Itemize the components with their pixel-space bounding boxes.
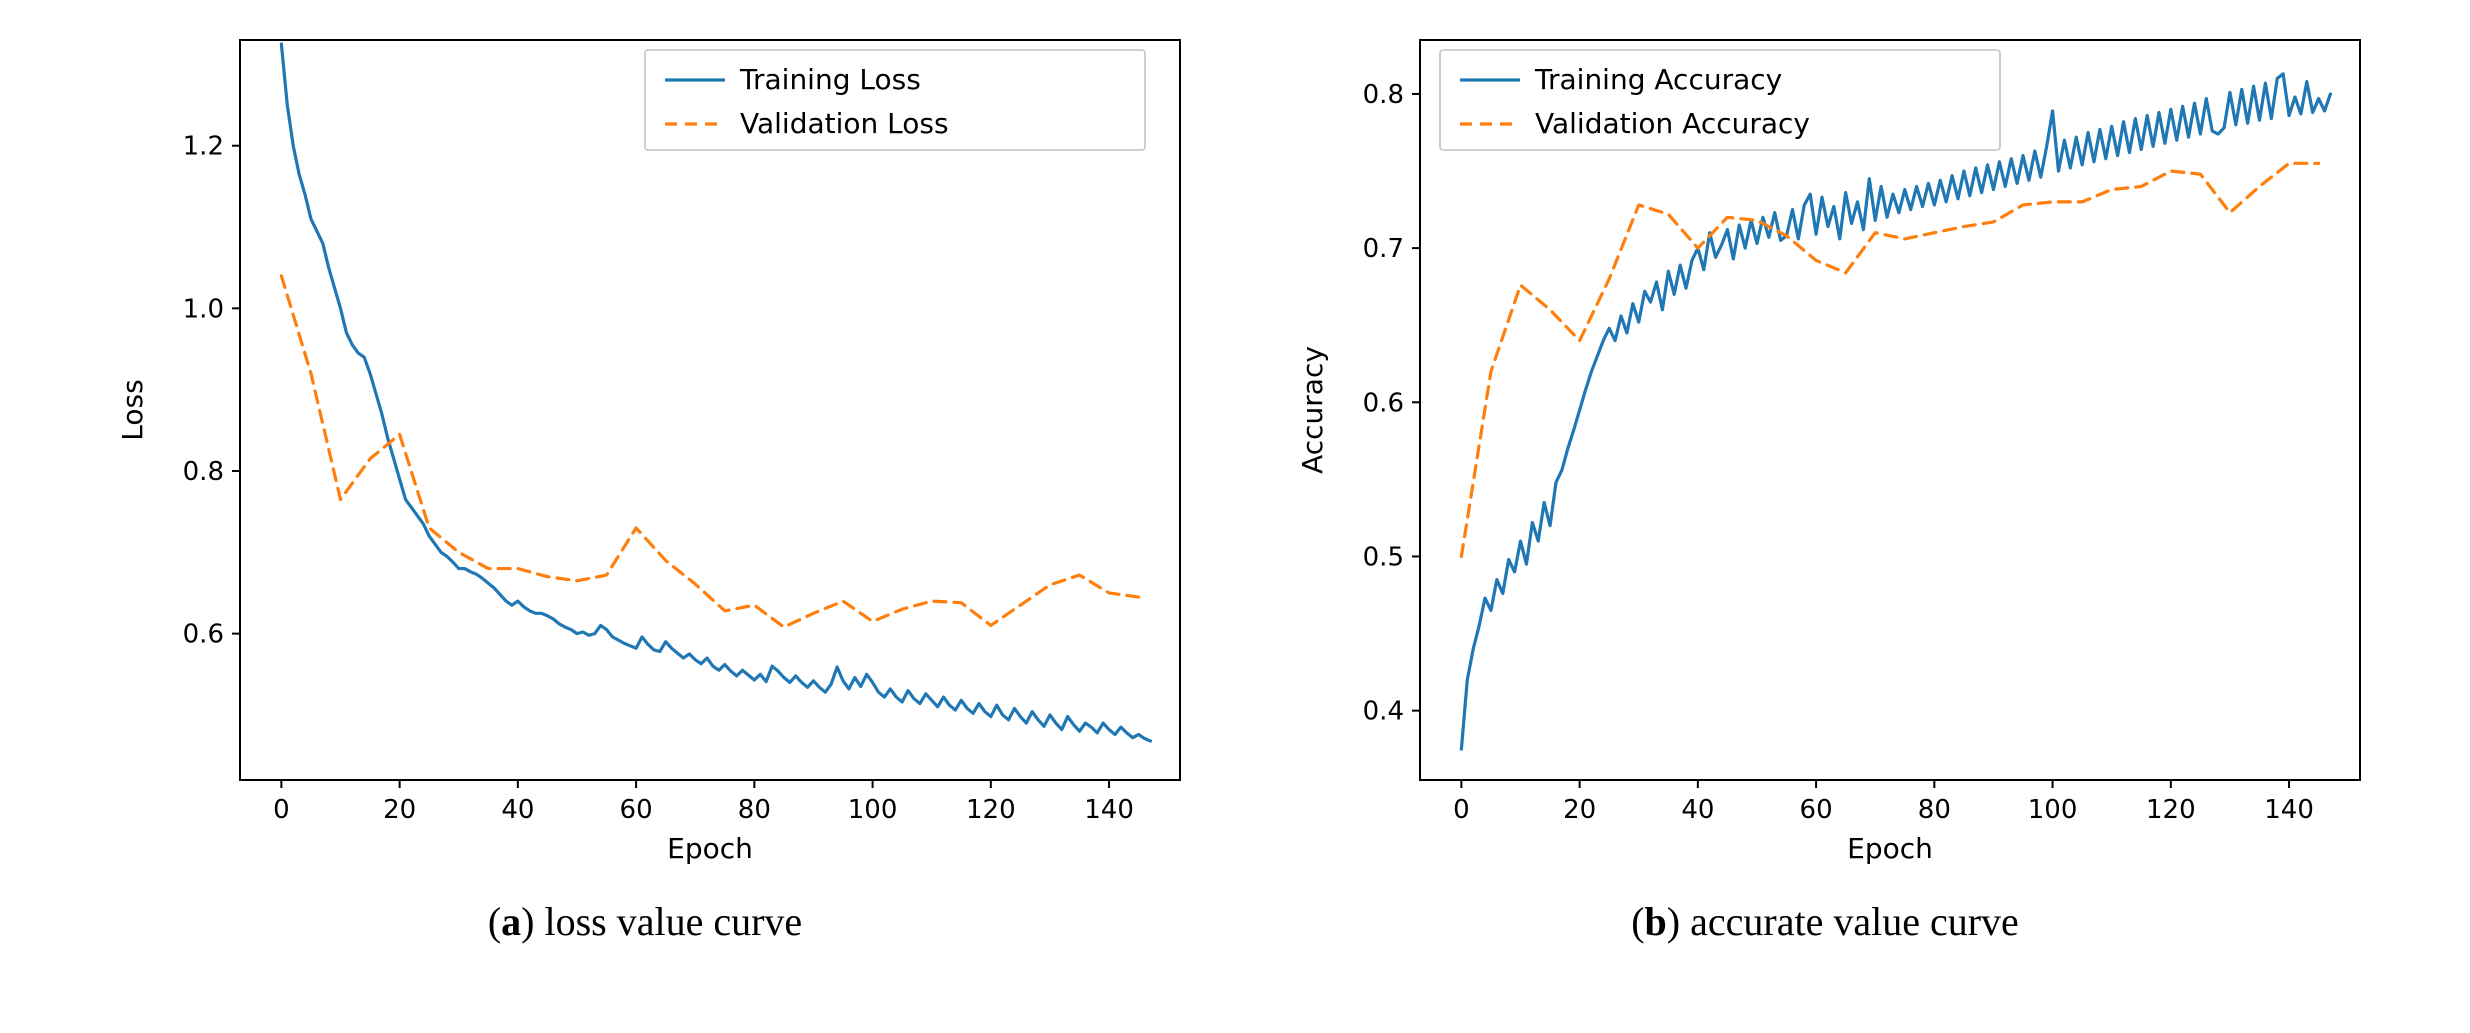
series-validation_accuracy	[1461, 163, 2318, 556]
caption-accuracy: (b) accurate value curve	[1631, 898, 2019, 945]
ylabel: Accuracy	[1296, 346, 1329, 474]
xtick-label: 100	[848, 795, 898, 825]
xtick-label: 40	[1681, 795, 1714, 825]
ytick-label: 0.5	[1363, 542, 1404, 572]
panel-loss: 0 20 40 60 80 100 120 140 0.6 0.8 1.0 1.2 Epoch Loss T…	[85, 20, 1205, 945]
chart-loss: 0 20 40 60 80 100 120 140 0.6 0.8 1.0 1.2 Epoch Loss T…	[85, 20, 1205, 890]
xtick-label: 120	[2146, 795, 2196, 825]
legend: Training Accuracy Validation Accuracy	[1440, 50, 2000, 150]
ytick-label: 0.6	[183, 620, 224, 650]
xtick-label: 80	[1918, 795, 1951, 825]
xtick-label: 80	[738, 795, 771, 825]
ytick-label: 0.8	[183, 457, 224, 487]
panel-accuracy: 0 20 40 60 80 100 120 140 0.4 0.5 0.6 0.7 0.8 Epoch Ac…	[1265, 20, 2385, 945]
legend-label: Validation Loss	[740, 107, 949, 140]
xtick-label: 20	[383, 795, 416, 825]
legend-label: Training Accuracy	[1534, 63, 1782, 96]
ytick-label: 1.0	[183, 294, 224, 324]
caption-loss: (a) loss value curve	[488, 898, 802, 945]
xtick-label: 140	[1084, 795, 1134, 825]
series-validation_loss	[281, 276, 1138, 627]
xtick-label: 120	[966, 795, 1016, 825]
ytick-label: 0.6	[1363, 388, 1404, 418]
ytick-label: 0.7	[1363, 234, 1404, 264]
xtick-label: 0	[273, 795, 290, 825]
xtick-label: 40	[501, 795, 534, 825]
xlabel: Epoch	[667, 832, 753, 865]
xtick-label: 0	[1453, 795, 1470, 825]
xtick-label: 100	[2028, 795, 2078, 825]
ytick-label: 1.2	[183, 132, 224, 162]
ylabel: Loss	[116, 379, 149, 440]
xtick-label: 20	[1563, 795, 1596, 825]
figure-row: 0 20 40 60 80 100 120 140 0.6 0.8 1.0 1.2 Epoch Loss T…	[20, 20, 2450, 945]
plot-frame	[1420, 40, 2360, 780]
xlabel: Epoch	[1847, 832, 1933, 865]
ytick-label: 0.8	[1363, 80, 1404, 110]
xtick-label: 140	[2264, 795, 2314, 825]
xtick-label: 60	[1800, 795, 1833, 825]
legend-label: Validation Accuracy	[1535, 107, 1810, 140]
legend-label: Training Loss	[739, 63, 921, 96]
chart-accuracy: 0 20 40 60 80 100 120 140 0.4 0.5 0.6 0.7 0.8 Epoch Ac…	[1265, 20, 2385, 890]
ytick-label: 0.4	[1363, 697, 1404, 727]
legend: Training Loss Validation Loss	[645, 50, 1145, 150]
xtick-label: 60	[620, 795, 653, 825]
